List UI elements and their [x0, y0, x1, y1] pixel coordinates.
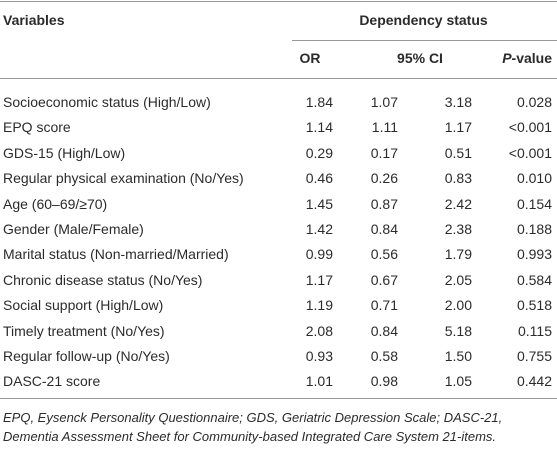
cell-ci-low: 0.84 [370, 322, 398, 339]
cell-variable: Gender (Male/Female) [3, 221, 144, 237]
cell-variable: Timely treatment (No/Yes) [3, 322, 165, 339]
cell-ci-low: 0.87 [370, 195, 398, 212]
header-p-italic: P [502, 50, 512, 66]
cell-variable: Socioeconomic status (High/Low) [3, 94, 211, 110]
cell-or: 1.19 [305, 297, 333, 314]
cell-variable: EPQ score [3, 119, 71, 136]
cell-or: 1.84 [305, 94, 333, 110]
header-group: Dependency status [359, 12, 488, 28]
header-ci: 95% CI [397, 50, 443, 66]
cell-ci-high: 2.05 [444, 271, 472, 288]
cell-p: 0.993 [516, 246, 552, 263]
cell-p: 0.755 [516, 348, 552, 364]
cell-or: 1.45 [305, 195, 333, 212]
cell-variable: Chronic disease status (No/Yes) [3, 271, 203, 288]
cell-ci-high: 2.00 [444, 297, 472, 314]
rule-head [0, 78, 557, 79]
cell-variable: GDS-15 (High/Low) [3, 144, 126, 161]
cell-or: 1.01 [305, 373, 333, 390]
cell-ci-low: 1.07 [370, 94, 398, 110]
header-p: P-value [470, 49, 552, 67]
cell-p: <0.001 [508, 119, 552, 136]
footnote: EPQ, Eysenck Personality Questionnaire; … [3, 410, 503, 444]
cell-p: <0.001 [508, 144, 552, 161]
header-or: OR [299, 50, 321, 66]
cell-ci-low: 0.26 [370, 170, 398, 187]
cell-variable: Regular follow-up (No/Yes) [3, 348, 170, 364]
cell-p: 0.584 [516, 271, 552, 288]
cell-ci-low: 0.71 [370, 297, 398, 314]
cell-ci-low: 1.11 [371, 119, 398, 136]
cell-variable: Age (60–69/≥70) [3, 195, 108, 212]
cell-ci-high: 2.38 [444, 221, 472, 237]
rule-top [0, 1, 557, 2]
cell-or: 0.99 [305, 246, 333, 263]
cell-p: 0.188 [516, 221, 552, 237]
cell-variable: Marital status (Non-married/Married) [3, 246, 229, 263]
cell-p: 0.518 [516, 297, 552, 314]
cell-ci-high: 5.18 [444, 322, 472, 339]
cell-ci-high: 2.42 [444, 195, 472, 212]
cell-variable: DASC-21 score [3, 373, 101, 390]
cell-ci-high: 1.05 [444, 373, 472, 390]
cell-p: 0.115 [518, 322, 552, 339]
cell-or: 0.29 [305, 144, 333, 161]
cell-or: 1.14 [305, 119, 333, 136]
cell-ci-low: 0.84 [370, 221, 398, 237]
cell-or: 0.46 [305, 170, 333, 187]
cell-ci-high: 1.79 [444, 246, 472, 263]
cell-p: 0.442 [516, 373, 552, 390]
cell-ci-high: 0.83 [444, 170, 472, 187]
cell-ci-high: 0.51 [444, 144, 472, 161]
cell-p: 0.010 [516, 170, 552, 187]
cell-ci-high: 3.18 [444, 94, 472, 110]
rule-bottom [0, 398, 557, 399]
header-variables: Variables [3, 12, 65, 28]
cell-p: 0.028 [516, 94, 552, 110]
cell-ci-high: 1.50 [444, 348, 472, 364]
cell-ci-low: 0.58 [370, 348, 398, 364]
rule-group [292, 40, 557, 41]
cell-p: 0.154 [516, 195, 552, 212]
cell-ci-low: 0.17 [370, 144, 398, 161]
cell-ci-high: 1.17 [444, 119, 472, 136]
cell-ci-low: 0.56 [370, 246, 398, 263]
cell-ci-low: 0.98 [370, 373, 398, 390]
cell-ci-low: 0.67 [370, 271, 398, 288]
cell-variable: Social support (High/Low) [3, 297, 164, 314]
cell-or: 1.42 [305, 221, 333, 237]
cell-variable: Regular physical examination (No/Yes) [3, 170, 244, 187]
header-p-rest: -value [511, 50, 552, 66]
cell-or: 1.17 [305, 271, 333, 288]
cell-or: 2.08 [305, 322, 333, 339]
cell-or: 0.93 [305, 348, 333, 364]
